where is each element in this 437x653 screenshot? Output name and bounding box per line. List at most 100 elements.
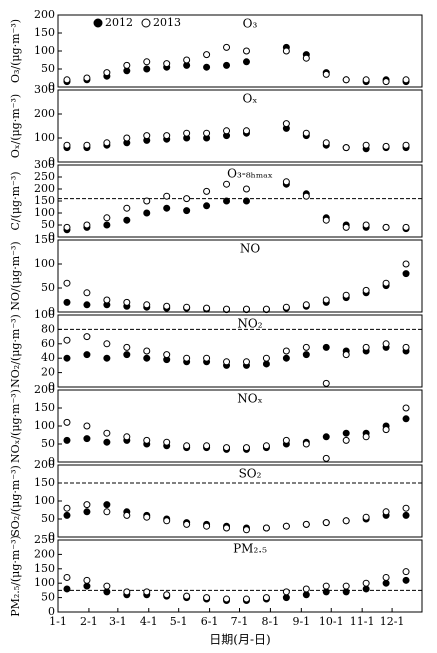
point (83, 501, 91, 509)
point (83, 508, 91, 516)
x-tick-label: 12-1 (380, 615, 405, 628)
point (302, 440, 310, 448)
point (163, 204, 171, 212)
point (123, 216, 131, 224)
point (402, 568, 410, 576)
point (402, 576, 410, 584)
point (163, 132, 171, 140)
y-tick-label: 50 (41, 281, 55, 294)
y-tick-label: 200 (34, 458, 55, 471)
point (382, 508, 390, 516)
point (322, 70, 330, 78)
point (183, 354, 191, 362)
y-tick-label: 200 (34, 547, 55, 560)
point (322, 433, 330, 441)
point (402, 223, 410, 231)
panel-label: SO₂ (239, 467, 262, 481)
y-axis-label: NOₓ/(μg·m⁻³) (9, 389, 22, 463)
y-axis-label: C/(μg·m⁻³) (9, 171, 22, 230)
y-tick-label: 100 (34, 576, 55, 589)
point (203, 354, 211, 362)
point (322, 216, 330, 224)
point (342, 517, 350, 525)
point (282, 588, 290, 596)
point (282, 594, 290, 602)
y-tick-label: 20 (41, 366, 55, 379)
point (223, 127, 231, 135)
point (103, 340, 111, 348)
point (183, 303, 191, 311)
point (322, 379, 330, 387)
point (83, 351, 91, 359)
point (103, 501, 111, 509)
point (163, 302, 171, 310)
point (83, 289, 91, 297)
panel-label: O₃-₈ₕₘₐₓ (227, 167, 273, 181)
y-tick-label: 100 (34, 206, 55, 219)
point (63, 141, 71, 149)
y-tick-label: 100 (34, 44, 55, 57)
y-tick-label: 150 (34, 562, 55, 575)
x-tick-label: 9-1 (292, 615, 310, 628)
y-axis-label: SO₂/(μg·m⁻³) (9, 465, 22, 537)
point (242, 197, 250, 205)
point (382, 573, 390, 581)
point (83, 422, 91, 430)
point (203, 187, 211, 195)
point (342, 351, 350, 359)
point (183, 520, 191, 528)
point (302, 591, 310, 599)
point (103, 296, 111, 304)
y-tick-label: 80 (41, 322, 55, 335)
point (362, 286, 370, 294)
point (242, 47, 250, 55)
point (382, 579, 390, 587)
y-tick-label: 0 (48, 530, 55, 543)
y-tick-label: 50 (41, 437, 55, 450)
point (223, 61, 231, 69)
point (103, 214, 111, 222)
point (262, 305, 270, 313)
panel-label: NO₂ (237, 317, 262, 331)
point (362, 585, 370, 593)
point (262, 354, 270, 362)
legend-marker (93, 18, 103, 28)
point (143, 588, 151, 596)
point (282, 522, 290, 530)
point (123, 343, 131, 351)
point (63, 573, 71, 581)
point (203, 304, 211, 312)
panel-label: Oₓ (243, 92, 258, 106)
x-tick-label: 6-1 (201, 615, 219, 628)
panel-frame (57, 239, 423, 313)
point (103, 354, 111, 362)
point (282, 47, 290, 55)
y-axis-label: O₃/(μg·m⁻³) (9, 19, 22, 83)
point (282, 347, 290, 355)
point (242, 595, 250, 603)
point (242, 127, 250, 135)
point (242, 185, 250, 193)
panel-label: O₃ (243, 17, 258, 31)
point (362, 343, 370, 351)
point (302, 351, 310, 359)
y-tick-label: 40 (41, 351, 55, 364)
point (382, 78, 390, 86)
point (302, 129, 310, 137)
point (342, 582, 350, 590)
point (402, 141, 410, 149)
panel-frame (57, 314, 423, 388)
y-tick-label: 300 (34, 83, 55, 96)
point (143, 197, 151, 205)
point (163, 351, 171, 359)
point (103, 582, 111, 590)
point (163, 192, 171, 200)
y-tick-label: 250 (34, 533, 55, 546)
point (83, 333, 91, 341)
point (143, 65, 151, 73)
point (262, 360, 270, 368)
point (83, 141, 91, 149)
point (183, 129, 191, 137)
point (203, 594, 211, 602)
